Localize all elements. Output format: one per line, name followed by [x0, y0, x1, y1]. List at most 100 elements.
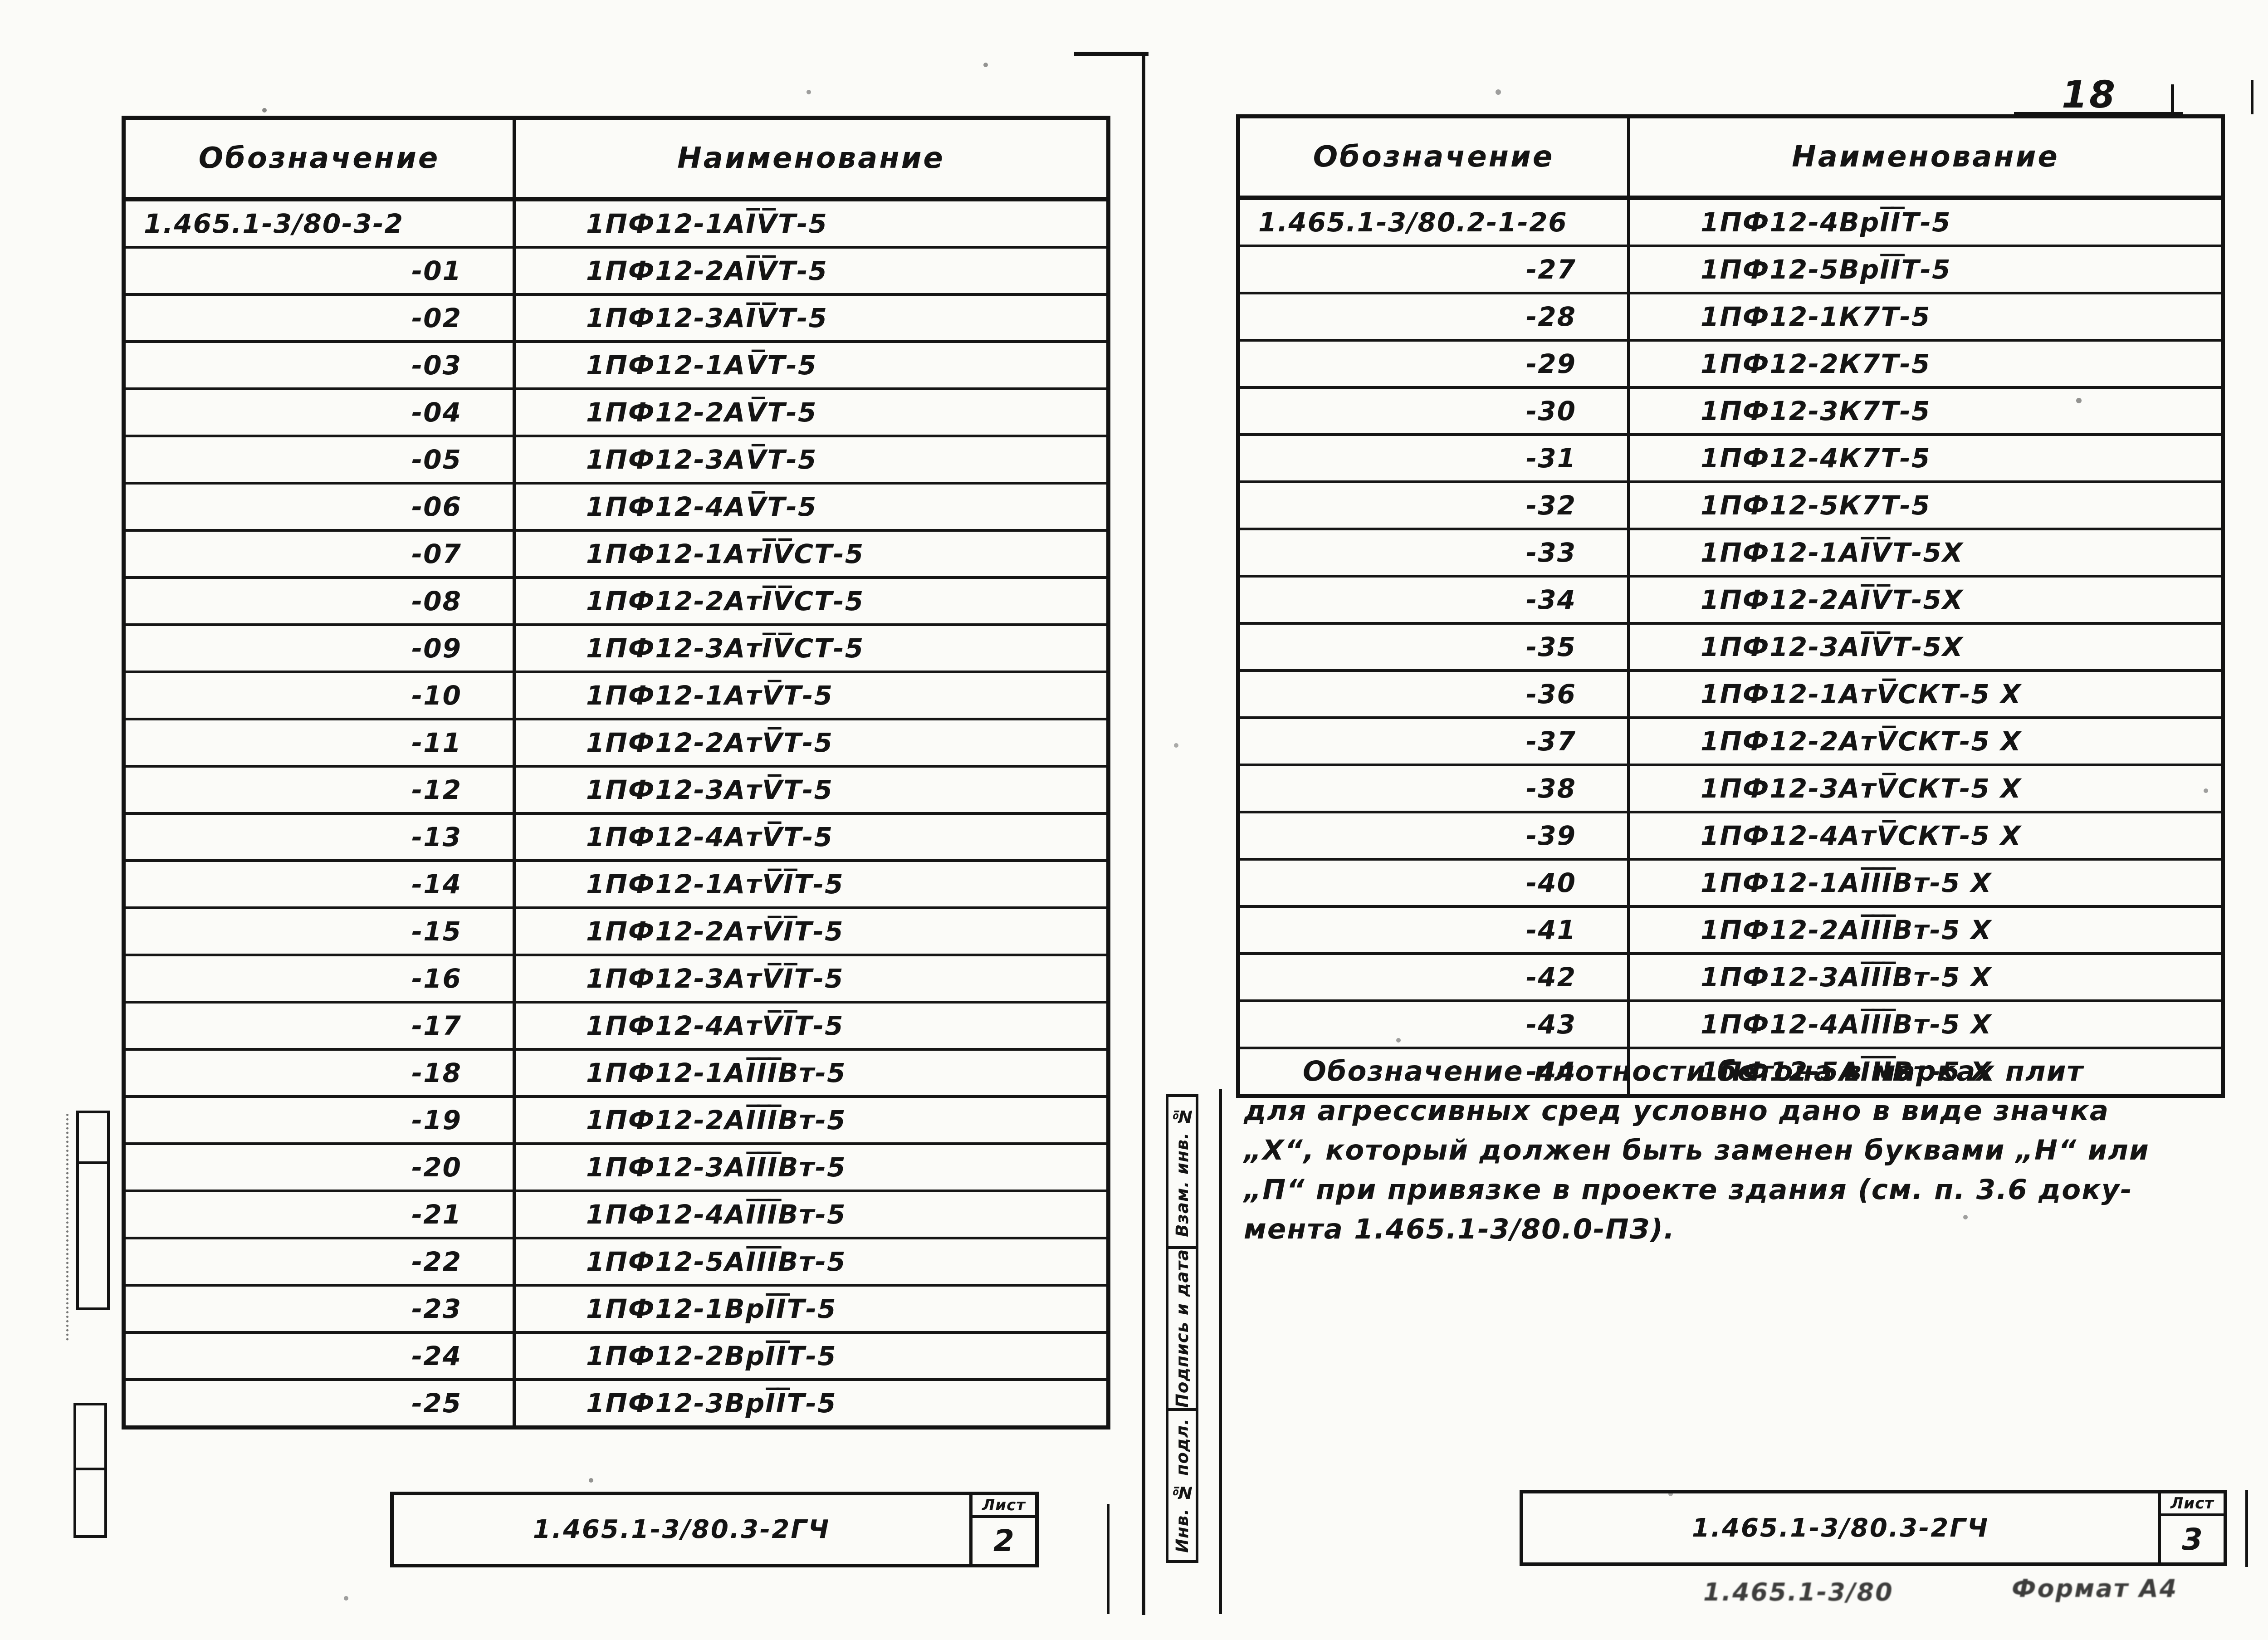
table-row: -41 1ПФ12-2АI̅I̅I̅Вт-5 Х	[1240, 905, 2221, 952]
note-line: для агрессивных сред условно дано в виде…	[1244, 1095, 2110, 1127]
designation-cell: -01	[126, 249, 516, 293]
table-row: -42 1ПФ12-3АI̅I̅I̅Вт-5 Х	[1240, 952, 2221, 999]
column-header-name: Наименование	[1792, 140, 2059, 174]
name-cell: 1ПФ12-1АтV̅Т-5	[586, 680, 833, 711]
name-cell: 1ПФ12-3АтV̅СКТ-5 Х	[1701, 773, 2022, 804]
table-row: -02 1ПФ12-3АI̅V̅Т-5	[126, 293, 1106, 340]
designation-cell: -43	[1240, 1002, 1630, 1047]
name-cell: 1ПФ12-5К7Т-5	[1701, 490, 1931, 521]
name-cell: 1ПФ12-2АI̅V̅Т-5	[586, 255, 828, 286]
table-row: -25 1ПФ12-3ВрI̅I̅Т-5	[126, 1378, 1106, 1425]
name-cell: 1ПФ12-4АтV̅I̅Т-5	[586, 1010, 844, 1041]
frame-line	[1107, 1504, 1110, 1614]
name-cell: 1ПФ12-3АтI̅V̅СТ-5	[586, 633, 865, 664]
table-row: -10 1ПФ12-1АтV̅Т-5	[126, 671, 1106, 718]
table-row: -09 1ПФ12-3АтI̅V̅СТ-5	[126, 623, 1106, 671]
table-row: -16 1ПФ12-3АтV̅I̅Т-5	[126, 954, 1106, 1001]
name-cell: 1ПФ12-5АI̅I̅I̅Вт-5 Х	[1701, 1056, 1992, 1087]
margin-cell	[79, 1113, 107, 1161]
name-cell: 1ПФ12-4АI̅I̅I̅Вт-5 Х	[1701, 1009, 1992, 1040]
table-row: -28 1ПФ12-1К7Т-5	[1240, 292, 2221, 339]
footer-code-fragment: 1.465.1-3/80	[1703, 1578, 1894, 1606]
table-row: -39 1ПФ12-4АтV̅СКТ-5 Х	[1240, 811, 2221, 858]
designation-table-left: Обозначение Наименование 1.465.1-3/80-3-…	[122, 116, 1110, 1429]
table-header-row: Обозначение Наименование	[1240, 118, 2221, 200]
designation-cell: -24	[126, 1334, 516, 1378]
designation-cell: -37	[1240, 719, 1630, 764]
designation-cell: -34	[1240, 578, 1630, 622]
designation-cell: -23	[126, 1287, 516, 1331]
inventory-strip: Взам. инв. № Подпись и дата Инв. № подл.	[1166, 1094, 1198, 1563]
table-row: -12 1ПФ12-3АтV̅Т-5	[126, 765, 1106, 812]
margin-cell	[76, 1405, 104, 1468]
table-row: -43 1ПФ12-4АI̅I̅I̅Вт-5 Х	[1240, 999, 2221, 1047]
table-row: -22 1ПФ12-5АI̅I̅I̅Вт-5	[126, 1237, 1106, 1284]
name-cell: 1ПФ12-3АI̅I̅I̅Вт-5 Х	[1701, 962, 1992, 993]
designation-cell: -03	[126, 343, 516, 387]
sheet-number: 3	[2182, 1522, 2203, 1557]
designation-cell: -05	[126, 437, 516, 482]
margin-cell	[76, 1468, 104, 1535]
designation-cell: 1.465.1-3/80-3-2	[126, 201, 516, 246]
name-cell: 1ПФ12-1АI̅I̅I̅Вт-5	[586, 1057, 846, 1088]
table-row: -40 1ПФ12-1АI̅I̅I̅Вт-5 Х	[1240, 858, 2221, 905]
table-row: -14 1ПФ12-1АтV̅I̅Т-5	[126, 859, 1106, 906]
strip-label: Подпись и дата	[1172, 1249, 1192, 1408]
table-row: -07 1ПФ12-1АтI̅V̅СТ-5	[126, 529, 1106, 576]
sheet-label: Лист	[973, 1495, 1035, 1518]
scan-noise	[54, 36, 57, 39]
name-cell: 1ПФ12-1АV̅Т-5	[586, 350, 817, 381]
name-cell: 1ПФ12-1АтV̅I̅Т-5	[586, 869, 844, 900]
page-number: 18	[2062, 73, 2117, 117]
name-cell: 1ПФ12-2АтI̅V̅СТ-5	[586, 586, 865, 617]
table-row: -27 1ПФ12-5ВрI̅I̅Т-5	[1240, 245, 2221, 292]
strip-cell: Инв. № подл.	[1168, 1408, 1196, 1560]
table-row: -35 1ПФ12-3АI̅V̅Т-5Х	[1240, 622, 2221, 669]
table-row: -03 1ПФ12-1АV̅Т-5	[126, 340, 1106, 387]
note-line: „П“ при привязке в проекте здания (см. п…	[1244, 1174, 2133, 1206]
table-row: -18 1ПФ12-1АI̅I̅I̅Вт-5	[126, 1048, 1106, 1095]
table-row: -24 1ПФ12-2ВрI̅I̅Т-5	[126, 1331, 1106, 1378]
density-note-paragraph: Обозначение плотности бетона в марках пл…	[1244, 1052, 2174, 1249]
designation-cell: -36	[1240, 672, 1630, 716]
name-cell: 1ПФ12-2К7Т-5	[1701, 348, 1931, 379]
designation-cell: -35	[1240, 625, 1630, 669]
name-cell: 1ПФ12-3АI̅V̅Т-5	[586, 303, 828, 333]
designation-cell: -40	[1240, 861, 1630, 905]
table-row: -37 1ПФ12-2АтV̅СКТ-5 Х	[1240, 716, 2221, 764]
designation-cell: -11	[126, 720, 516, 765]
table-row: -17 1ПФ12-4АтV̅I̅Т-5	[126, 1001, 1106, 1048]
column-header-designation: Обозначение	[126, 120, 516, 197]
designation-cell: -31	[1240, 436, 1630, 480]
designation-cell: -32	[1240, 483, 1630, 528]
name-cell: 1ПФ12-2АV̅Т-5	[586, 397, 817, 428]
margin-box	[76, 1111, 110, 1310]
designation-cell: -25	[126, 1381, 516, 1425]
table-row: -01 1ПФ12-2АI̅V̅Т-5	[126, 246, 1106, 293]
sheet-number: 2	[993, 1523, 1014, 1558]
table-row: -23 1ПФ12-1ВрI̅I̅Т-5	[126, 1284, 1106, 1331]
name-cell: 1ПФ12-1АтI̅V̅СТ-5	[586, 539, 865, 569]
name-cell: 1ПФ12-2ВрI̅I̅Т-5	[586, 1341, 837, 1371]
margin-box	[73, 1403, 107, 1538]
designation-cell: -16	[126, 956, 516, 1001]
designation-cell: 1.465.1-3/80.2-1-26	[1240, 200, 1630, 245]
strip-label: Инв. № подл.	[1172, 1418, 1192, 1553]
table-row: -04 1ПФ12-2АV̅Т-5	[126, 387, 1106, 435]
designation-cell: -42	[1240, 955, 1630, 999]
margin-cell	[79, 1161, 107, 1307]
name-cell: 1ПФ12-3АV̅Т-5	[586, 444, 817, 475]
frame-line	[2245, 1490, 2248, 1567]
designation-cell: -02	[126, 296, 516, 340]
strip-cell: Подпись и дата	[1168, 1246, 1196, 1408]
designation-cell: -28	[1240, 294, 1630, 339]
format-label: Формат А4	[2012, 1574, 2178, 1603]
name-cell: 1ПФ12-1АI̅V̅Т-5Х	[1701, 537, 1964, 568]
table-row: 1.465.1-3/80.2-1-26 1ПФ12-4ВрI̅I̅Т-5	[1240, 200, 2221, 245]
designation-cell: -22	[126, 1239, 516, 1284]
designation-cell: -13	[126, 815, 516, 859]
designation-cell: -44	[1240, 1049, 1630, 1094]
designation-cell: -41	[1240, 908, 1630, 952]
designation-cell: -20	[126, 1145, 516, 1190]
